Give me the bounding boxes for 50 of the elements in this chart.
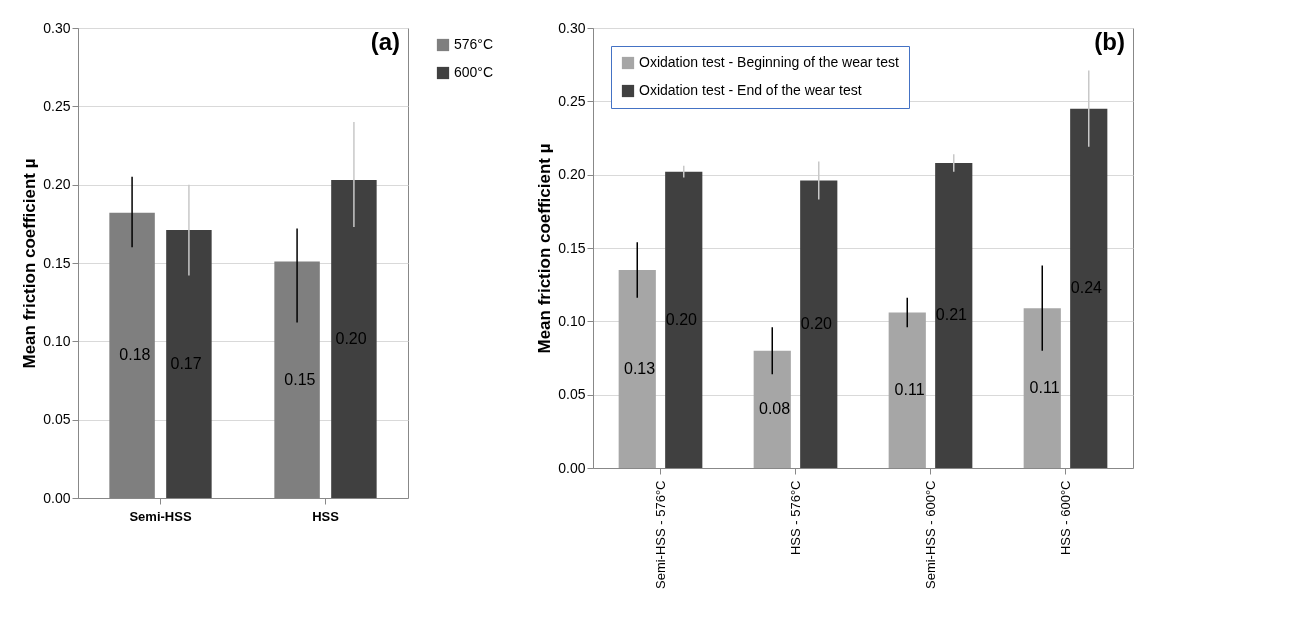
data-label: 0.24: [1070, 279, 1103, 297]
data-label: 0.11: [1029, 379, 1060, 397]
x-tick-label: HSS - 600°C: [1057, 480, 1073, 556]
data-label: 0.17: [170, 355, 202, 373]
y-tick-label: 0.00: [43, 489, 71, 506]
data-label: 0.20: [335, 329, 367, 347]
legend-label: Oxidation test - Beginning of the wear test: [639, 54, 900, 70]
data-label: 0.13: [624, 360, 656, 377]
y-tick-label: 0.05: [558, 386, 586, 403]
bar: [753, 350, 791, 468]
legend-label: 600°C: [454, 64, 494, 80]
bar: [618, 270, 656, 468]
y-axis-title: Mean friction coefficient µ: [20, 158, 40, 369]
y-tick-label: 0.15: [43, 254, 71, 271]
bar: [1023, 308, 1061, 468]
annotation: (b): [1094, 28, 1125, 55]
y-tick-label: 0.00: [558, 459, 586, 476]
data-label: 0.21: [935, 306, 968, 324]
x-tick-label: Semi-HSS - 600°C: [922, 480, 938, 590]
bar: [665, 171, 703, 468]
bar: [888, 312, 926, 468]
x-tick-label: Semi-HSS: [129, 508, 192, 524]
y-tick-label: 0.25: [43, 97, 71, 114]
x-tick-label: HSS: [312, 508, 340, 524]
annotation: (a): [370, 28, 400, 55]
legend-label: Oxidation test - End of the wear test: [639, 82, 862, 98]
y-tick-label: 0.30: [43, 19, 71, 36]
y-tick-label: 0.05: [43, 411, 71, 428]
data-label: 0.18: [119, 346, 151, 364]
x-tick-label: Semi-HSS - 576°C: [652, 480, 668, 590]
data-label: 0.20: [665, 310, 698, 328]
bar: [1070, 108, 1108, 468]
data-label: 0.11: [894, 381, 925, 399]
y-tick-label: 0.30: [558, 19, 586, 36]
data-label: 0.08: [759, 400, 791, 418]
data-label: 0.15: [284, 370, 316, 388]
y-tick-label: 0.20: [558, 166, 586, 183]
bar: [935, 162, 973, 468]
y-tick-label: 0.15: [558, 239, 586, 256]
y-tick-label: 0.10: [558, 312, 586, 329]
bar: [800, 180, 838, 468]
y-tick-label: 0.25: [558, 92, 586, 109]
data-label: 0.20: [800, 315, 833, 333]
y-tick-label: 0.20: [43, 176, 71, 193]
y-tick-label: 0.10: [43, 332, 71, 349]
bar: [331, 179, 377, 498]
x-tick-label: HSS - 576°C: [787, 480, 803, 556]
y-axis-title: Mean friction coefficient µ: [535, 143, 555, 354]
legend-label: 576°C: [454, 36, 494, 52]
bar: [166, 230, 212, 498]
